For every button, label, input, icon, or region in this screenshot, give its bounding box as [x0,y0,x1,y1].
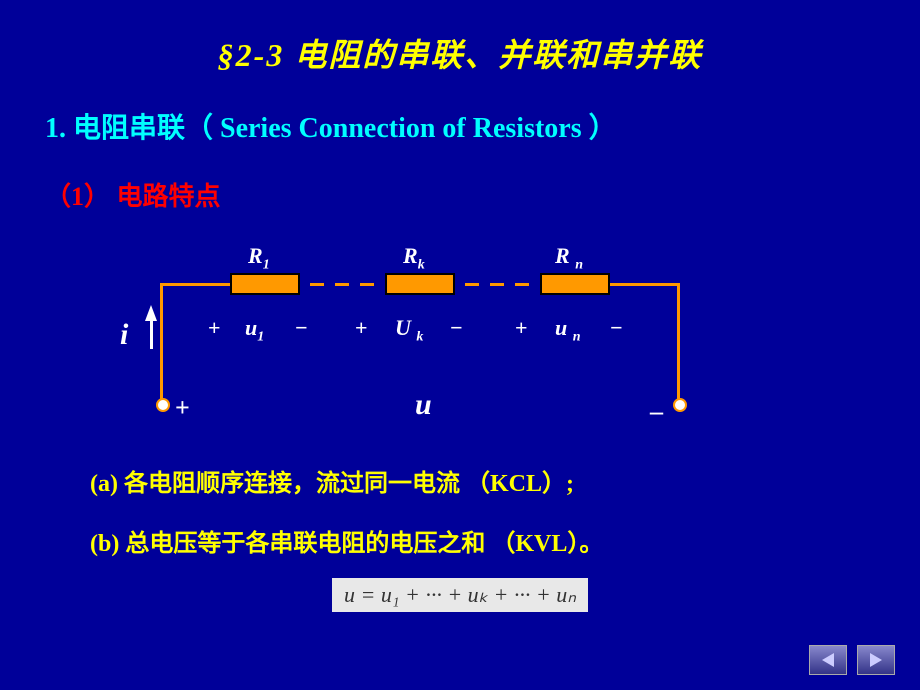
resistor-rk [385,273,455,295]
terminal-right [673,398,687,412]
equation-text: u = u₁ + ··· + uₖ + ··· + uₙ [332,578,588,612]
prev-button[interactable] [809,645,847,675]
uk-plus: + [355,315,368,341]
u1-minus: − [295,315,308,341]
next-button[interactable] [857,645,895,675]
resistor-r1 [230,273,300,295]
label-u1: u1 [245,315,264,345]
label-uk: U k [395,315,423,345]
terminal-left [156,398,170,412]
label-total-u: u [415,388,432,422]
label-rk: Rk [403,243,425,273]
arrow-left-icon [822,653,834,667]
circuit-diagram: R1 Rk R n + u1 − + U k − + u n − i + u _ [160,253,760,453]
arrow-right-icon [870,653,882,667]
un-plus: + [515,315,528,341]
total-minus: _ [650,388,663,418]
section-heading: 1. 电阻串联（ Series Connection of Resistors … [45,106,880,146]
point-b-text: (b) 总电压等于各串联电阻的电压之和 （KVL）。 [90,523,880,558]
slide-title: §2-3 电阻的串联、并联和串并联 [40,30,880,76]
u1-plus: + [208,315,221,341]
navigation-buttons [809,645,895,675]
equation-row: u = u₁ + ··· + uₖ + ··· + uₙ [40,578,880,612]
label-r1: R1 [248,243,270,273]
subsection-heading: （1） 电路特点 [45,176,880,213]
label-current: i [120,318,128,352]
resistor-rn [540,273,610,295]
total-plus: + [175,393,190,423]
label-un: u n [555,315,581,345]
un-minus: − [610,315,623,341]
uk-minus: − [450,315,463,341]
point-a-text: (a) 各电阻顺序连接，流过同一电流 （KCL）; [90,463,880,498]
label-rn: R n [555,243,583,273]
